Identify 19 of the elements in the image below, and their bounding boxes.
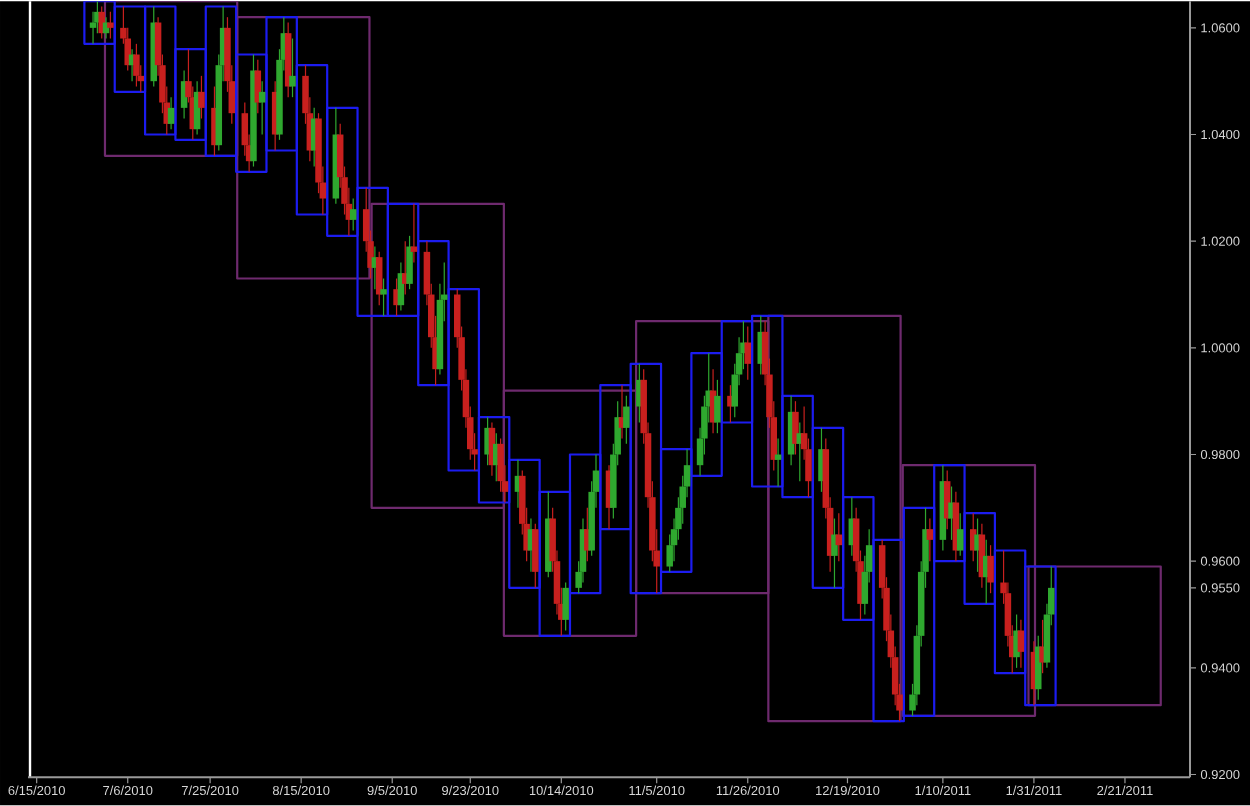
candlestick <box>623 395 630 445</box>
candlestick <box>831 518 838 589</box>
candlestick <box>289 38 296 99</box>
candlestick <box>380 278 387 317</box>
candlestick <box>714 379 721 435</box>
candlestick <box>562 582 569 632</box>
candlestick <box>792 401 799 456</box>
candlestick <box>1017 619 1025 669</box>
candlestick <box>987 544 994 595</box>
bar <box>1027 565 1162 707</box>
candlestick <box>258 80 266 136</box>
candlestick <box>167 96 175 131</box>
candlestick <box>926 518 934 563</box>
candlestick <box>956 512 964 557</box>
candlestick <box>406 235 413 291</box>
candlestick <box>744 326 752 381</box>
candlestick <box>349 198 357 232</box>
candlestick <box>198 75 205 120</box>
candlestick <box>532 523 539 589</box>
